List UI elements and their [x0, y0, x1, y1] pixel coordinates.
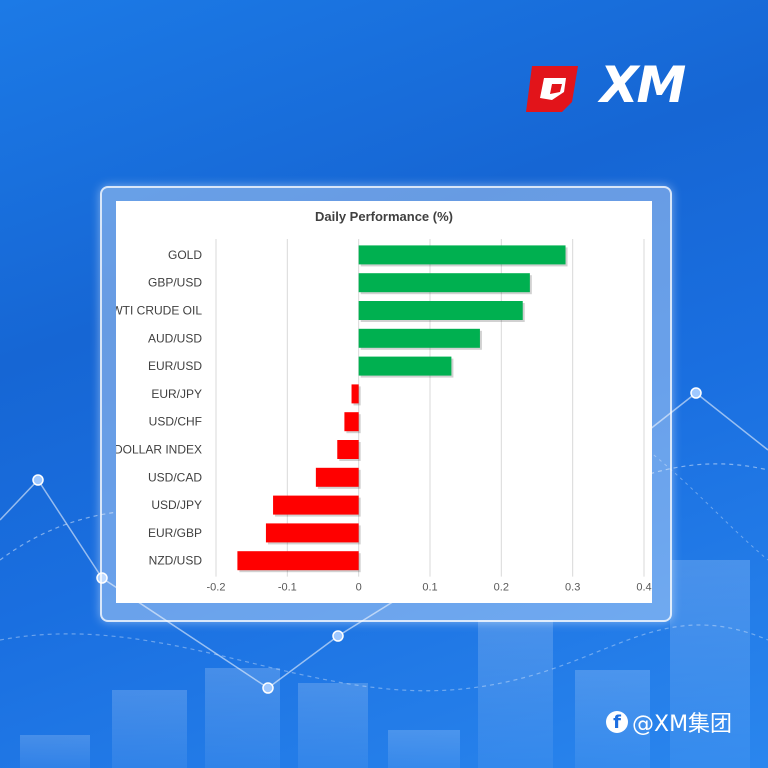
bar-wti-crude-oil	[358, 301, 523, 320]
bar-usd-chf	[344, 412, 359, 432]
bar-usd-cad	[315, 467, 359, 487]
bar-eur-jpy	[351, 384, 359, 404]
xm-logo-text: XM	[600, 56, 686, 114]
category-label: USD/CHF	[149, 415, 202, 429]
x-tick-label: 0.2	[494, 582, 509, 594]
x-tick-label: -0.1	[278, 582, 297, 594]
x-tick-label: 0.4	[636, 582, 651, 594]
bar-gold	[358, 245, 566, 265]
category-label: EUR/USD	[148, 359, 202, 373]
x-tick-label: 0.1	[422, 582, 437, 594]
category-label: EUR/GBP	[148, 526, 202, 540]
chart-title: Daily Performance (%)	[315, 209, 453, 224]
category-label: NZD/USD	[149, 554, 203, 568]
social-handle: f @XM集团	[606, 708, 733, 737]
category-label: GOLD	[168, 248, 202, 262]
x-tick-label: 0.3	[565, 582, 580, 594]
category-label: USD/CAD	[148, 470, 202, 484]
facebook-icon: f	[606, 711, 628, 733]
category-label: EUR/JPY	[151, 387, 202, 401]
bar-gbp-usd	[358, 273, 530, 293]
social-handle-text: @XM集团	[632, 712, 733, 737]
x-tick-label: 0	[356, 582, 362, 594]
bar-chart: -0.2 -0.1 0 0.1 0.2 0.3 0.4 GOLD GBP/USD WTI CRUD…	[116, 239, 652, 594]
bar-eur-gbp	[265, 523, 359, 543]
bar-eur-usd	[358, 356, 452, 376]
bar-dollar-index	[337, 440, 359, 459]
category-label: WTI CRUDE OIL	[116, 304, 202, 318]
bar-nzd-usd	[237, 551, 359, 571]
chart-card: Daily Performance (%) -0.2 -0.1 0 0.1 0.2 0.3…	[116, 201, 652, 603]
category-label: GBP/USD	[148, 276, 202, 290]
xm-logo-mark	[526, 66, 578, 112]
category-label: DOLLAR INDEX	[116, 443, 202, 457]
category-label: AUD/USD	[148, 331, 202, 345]
bar-usd-jpy	[273, 495, 359, 515]
category-label: USD/JPY	[151, 498, 202, 512]
bar-aud-usd	[358, 328, 480, 348]
x-tick-label: -0.2	[207, 582, 226, 594]
